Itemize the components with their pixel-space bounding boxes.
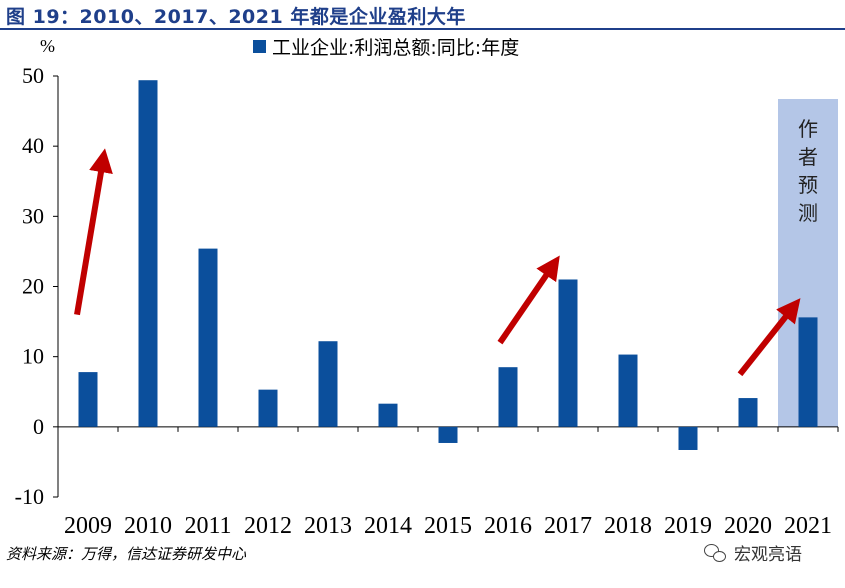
bar-2013 (318, 341, 338, 427)
x-tick-label: 2017 (544, 513, 592, 539)
forecast-label-char: 作 (798, 117, 818, 141)
x-tick-label: 2010 (124, 513, 172, 539)
x-tick-label: 2015 (424, 513, 472, 539)
bar-2018 (618, 354, 638, 427)
trend-arrow (497, 255, 560, 345)
x-tick-label: 2016 (484, 513, 532, 539)
y-axis-unit: % (40, 36, 55, 56)
legend-label: 工业企业:利润总额:同比:年度 (272, 37, 520, 59)
y-tick-label: 40 (22, 133, 44, 158)
bar-2010 (138, 80, 158, 427)
forecast-label-char: 测 (798, 201, 818, 225)
x-tick-label: 2021 (784, 513, 832, 539)
bar-2012 (258, 389, 278, 427)
x-tick-label: 2012 (244, 513, 292, 539)
trend-arrow (737, 298, 801, 377)
y-tick-label: 20 (22, 274, 44, 299)
legend-swatch (253, 40, 266, 53)
x-tick-label: 2018 (604, 513, 652, 539)
forecast-label-char: 预 (798, 173, 818, 197)
source-note: 资料来源：万得，信达证券研发中心 (6, 545, 247, 563)
y-tick-label: 0 (33, 414, 44, 439)
x-tick-label: 2009 (64, 513, 112, 539)
x-tick-label: 2019 (664, 513, 712, 539)
y-tick-label: 30 (22, 203, 44, 228)
legend: 工业企业:利润总额:同比:年度 (253, 33, 519, 60)
title-divider (0, 28, 845, 30)
bar-2021 (798, 317, 818, 427)
bar-2020 (738, 398, 758, 427)
x-tick-label: 2014 (364, 513, 412, 539)
bar-2015 (438, 426, 458, 443)
bar-2011 (198, 248, 218, 427)
watermark-text: 宏观亮语 (734, 545, 802, 565)
bar-2009 (78, 372, 98, 427)
y-tick-label: -10 (15, 484, 44, 509)
x-tick-label: 2020 (724, 513, 772, 539)
y-tick-label: 10 (22, 344, 44, 369)
x-tick-label: 2011 (184, 513, 231, 539)
bar-2016 (498, 367, 518, 427)
watermark: 宏观亮语 (704, 540, 802, 565)
wechat-icon (704, 543, 726, 562)
y-tick-label: 50 (22, 63, 44, 88)
trend-arrow (74, 148, 113, 316)
bar-2017 (558, 279, 578, 427)
figure-title: 图 19：2010、2017、2021 年都是企业盈利大年 (6, 6, 466, 28)
forecast-label-char: 者 (798, 145, 818, 169)
bar-2019 (678, 426, 698, 450)
x-tick-label: 2013 (304, 513, 352, 539)
bar-2014 (378, 403, 398, 427)
